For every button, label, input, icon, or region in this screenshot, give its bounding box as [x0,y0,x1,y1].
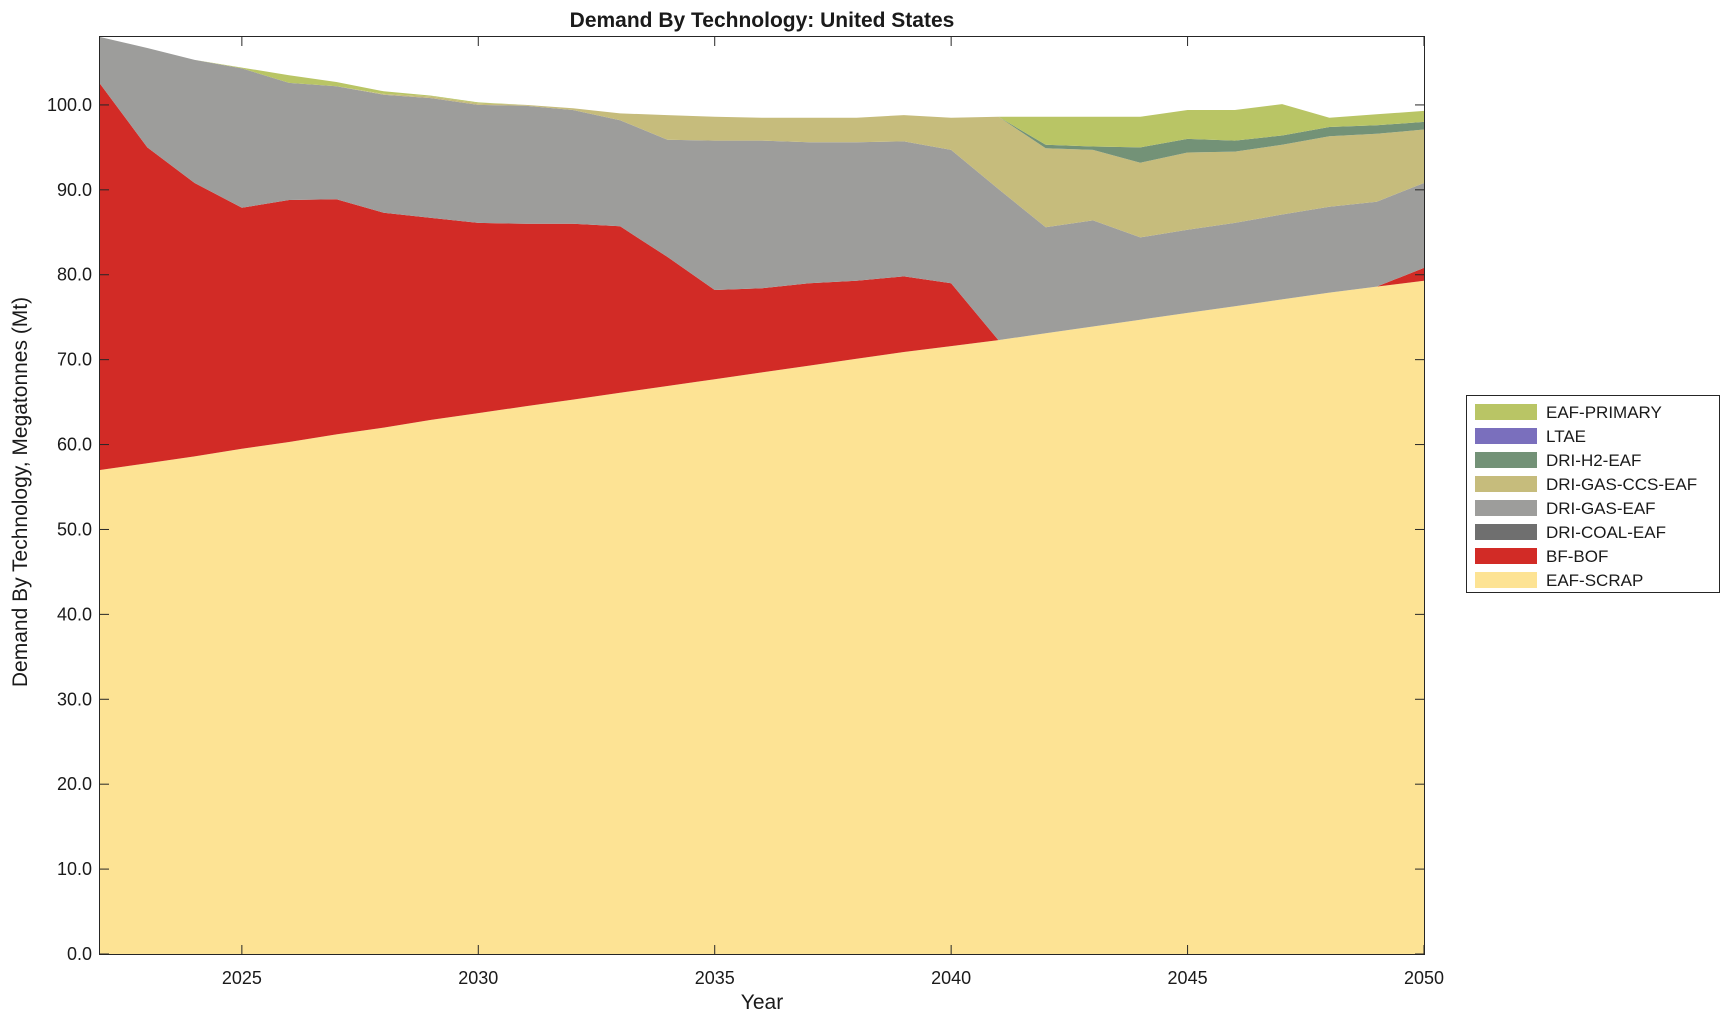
y-tick-label: 10.0 [57,859,92,879]
legend-swatch-dri-gas-eaf [1475,500,1537,516]
y-tick-label: 90.0 [57,180,92,200]
y-tick-label: 50.0 [57,519,92,539]
legend-swatch-ltae [1475,428,1537,444]
x-tick-label: 2030 [458,968,498,988]
y-tick-label: 80.0 [57,265,92,285]
area-dri-gas-eaf [100,37,1424,341]
area-eaf-primary [100,37,1424,148]
legend-label-eaf-primary: EAF-PRIMARY [1546,403,1662,422]
legend-swatch-bf-bof [1475,548,1537,564]
y-tick-label: 30.0 [57,689,92,709]
y-tick-label: 0.0 [67,944,92,964]
chart-title: Demand By Technology: United States [570,9,955,32]
legend-label-bf-bof: BF-BOF [1546,547,1608,566]
legend-label-eaf-scrap: EAF-SCRAP [1546,571,1643,590]
legend-swatch-dri-coal-eaf [1475,524,1537,540]
area-dri-gas-ccs-eaf [100,37,1424,238]
stacked-areas [100,37,1424,954]
x-tick-label: 2040 [931,968,971,988]
legend-swatch-eaf-scrap [1475,572,1537,588]
x-axis-ticks: 2025 2030 2035 2040 2045 2050 [222,37,1444,988]
x-tick-label: 2050 [1404,968,1444,988]
legend: EAF-PRIMARY LTAE DRI-H2-EAF DRI-GAS-CCS-EAF… [1466,395,1720,593]
legend-label-dri-gas-eaf: DRI-GAS-EAF [1546,499,1656,518]
y-tick-label: 40.0 [57,604,92,624]
legend-label-ltae: LTAE [1546,427,1586,446]
legend-label-dri-gas-ccs-eaf: DRI-GAS-CCS-EAF [1546,475,1697,494]
area-eaf-scrap [100,280,1424,954]
y-tick-label: 70.0 [57,350,92,370]
y-tick-label: 20.0 [57,774,92,794]
y-axis-ticks: 0.0 10.0 20.0 30.0 40.0 50.0 60.0 70.0 80.0 90.0 1… [47,95,1424,964]
y-tick-label: 60.0 [57,435,92,455]
x-tick-label: 2035 [695,968,735,988]
area-bf-bof [100,83,1424,470]
y-tick-label: 100.0 [47,95,92,115]
legend-swatch-dri-h2-eaf [1475,452,1537,468]
x-axis-label: Year [741,991,783,1014]
legend-swatch-dri-gas-ccs-eaf [1475,476,1537,492]
legend-label-dri-h2-eaf: DRI-H2-EAF [1546,451,1641,470]
x-tick-label: 2045 [1168,968,1208,988]
x-tick-label: 2025 [222,968,262,988]
legend-swatch-eaf-primary [1475,404,1537,420]
y-axis-label: Demand By Technology, Megatonnes (Mt) [9,297,32,687]
plot-frame [99,36,1425,955]
legend-label-dri-coal-eaf: DRI-COAL-EAF [1546,523,1666,542]
